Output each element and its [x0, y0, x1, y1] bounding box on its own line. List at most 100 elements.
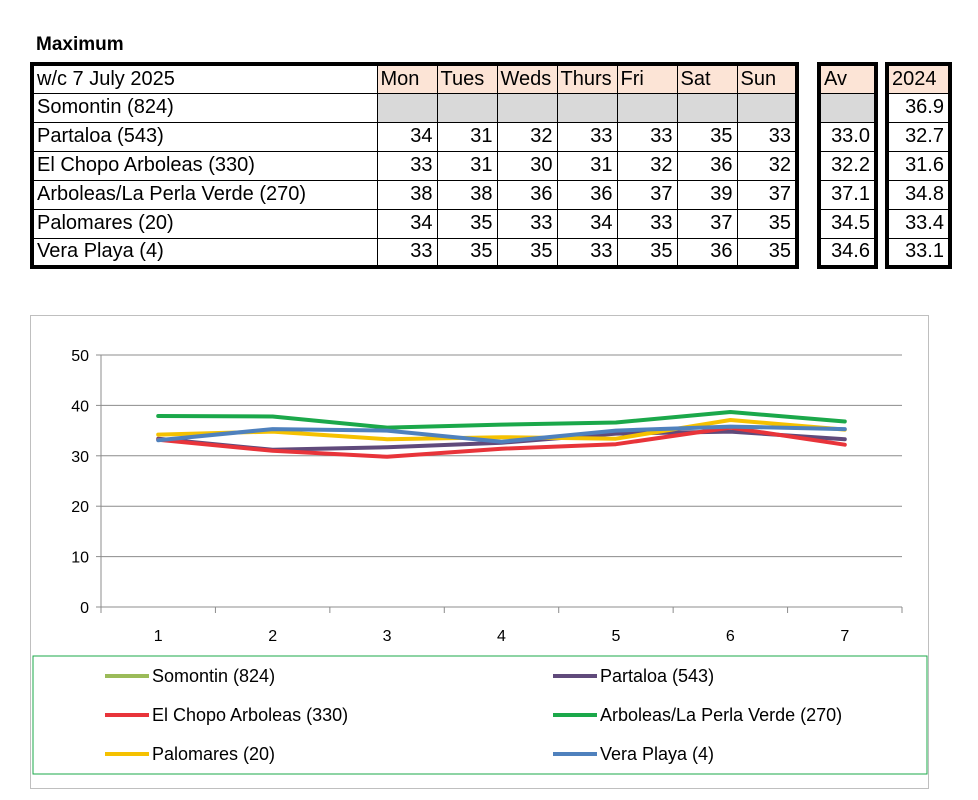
day-value: 35: [736, 208, 798, 239]
day-value: [676, 92, 738, 123]
day-value: 35: [496, 237, 558, 268]
day-value: 31: [556, 150, 618, 181]
table-row: Somontin (824): [31, 92, 798, 123]
x-tick-label: 1: [154, 628, 163, 645]
day-value: [616, 92, 678, 123]
day-value: 34: [376, 208, 438, 239]
day-value: 33: [556, 237, 618, 268]
day-value: 33: [376, 237, 438, 268]
legend-label: Partaloa (543): [600, 666, 714, 686]
legend-label: Palomares (20): [152, 744, 275, 764]
day-value: 32: [496, 121, 558, 152]
table-header-row: w/c 7 July 2025 Mon Tues Weds Thurs Fri Sat Sun: [31, 63, 798, 94]
x-tick-label: 2: [268, 628, 277, 645]
average-value: 32.2: [818, 150, 877, 181]
average-value: 34.6: [818, 237, 877, 268]
x-tick-label: 7: [840, 628, 849, 645]
day-value: 33: [616, 121, 678, 152]
legend: [32, 655, 928, 775]
day-value: 38: [436, 179, 498, 210]
x-tick-label: 5: [611, 628, 620, 645]
table-row: Palomares (20) 34 35 33 34 33 37 35: [31, 208, 798, 239]
station-name: Partaloa (543): [31, 121, 378, 152]
y-tick-label: 0: [80, 600, 89, 617]
day-value: 35: [736, 237, 798, 268]
day-value: 34: [376, 121, 438, 152]
year-2024-value: 31.6: [886, 150, 951, 181]
day-value: 33: [496, 208, 558, 239]
station-name: Vera Playa (4): [31, 237, 378, 268]
day-value: 32: [736, 150, 798, 181]
day-header: Sun: [736, 63, 798, 94]
table-row: El Chopo Arboleas (330) 33 31 30 31 32 36 32: [31, 150, 798, 181]
day-value: 30: [496, 150, 558, 181]
average-value: 33.0: [818, 121, 877, 152]
day-value: 39: [676, 179, 738, 210]
average-header: Av: [818, 63, 877, 94]
day-value: 36: [556, 179, 618, 210]
y-tick-label: 40: [71, 398, 89, 415]
day-header: Weds: [496, 63, 558, 94]
day-value: [376, 92, 438, 123]
year-2024-value: 34.8: [886, 179, 951, 210]
year-2024-value: 33.4: [886, 208, 951, 239]
day-value: 33: [556, 121, 618, 152]
x-tick-label: 6: [726, 628, 735, 645]
day-value: 33: [736, 121, 798, 152]
day-header: Tues: [436, 63, 498, 94]
station-name: Arboleas/La Perla Verde (270): [31, 179, 378, 210]
average-value: 34.5: [818, 208, 877, 239]
legend-label: Arboleas/La Perla Verde (270): [600, 705, 842, 725]
day-value: [496, 92, 558, 123]
day-value: [436, 92, 498, 123]
year-2024-value: 32.7: [886, 121, 951, 152]
year-header: 2024: [886, 63, 951, 94]
day-value: 35: [676, 121, 738, 152]
y-tick-label: 20: [71, 499, 89, 516]
series-line: [156, 418, 847, 442]
day-header: Thurs: [556, 63, 618, 94]
legend-label: El Chopo Arboleas (330): [152, 705, 348, 725]
line-chart: 0 10 20 30 40 50 1 2 3 4 5 6 7 Somontin (824) Partaloa…: [30, 315, 929, 789]
average-table: Av 33.0 32.2 37.1 34.5 34.6: [817, 62, 878, 269]
station-name: El Chopo Arboleas (330): [31, 150, 378, 181]
y-tick-label: 50: [71, 348, 89, 365]
day-header: Sat: [676, 63, 738, 94]
temperature-table: w/c 7 July 2025 Mon Tues Weds Thurs Fri Sat Sun…: [30, 62, 799, 269]
day-value: 37: [736, 179, 798, 210]
day-value: 37: [676, 208, 738, 239]
day-value: 35: [616, 237, 678, 268]
day-value: 37: [616, 179, 678, 210]
page-title: Maximum: [36, 34, 124, 55]
year-2024-table: 2024 36.9 32.7 31.6 34.8 33.4 33.1: [885, 62, 952, 269]
day-value: 36: [496, 179, 558, 210]
day-value: 36: [676, 237, 738, 268]
table-row: Partaloa (543) 34 31 32 33 33 35 33: [31, 121, 798, 152]
day-header: Fri: [616, 63, 678, 94]
day-value: 31: [436, 121, 498, 152]
day-value: 33: [616, 208, 678, 239]
day-header: Mon: [376, 63, 438, 94]
table-row: Arboleas/La Perla Verde (270) 38 38 36 36 37 3…: [31, 179, 798, 210]
week-label: w/c 7 July 2025: [31, 63, 378, 94]
series-line: [156, 424, 847, 444]
day-value: 35: [436, 208, 498, 239]
y-tick-label: 30: [71, 449, 89, 466]
x-tick-label: 3: [383, 628, 392, 645]
average-value: 37.1: [818, 179, 877, 210]
day-value: 34: [556, 208, 618, 239]
year-2024-value: 33.1: [886, 237, 951, 268]
day-value: 35: [436, 237, 498, 268]
year-2024-value: 36.9: [886, 92, 951, 123]
day-value: [556, 92, 618, 123]
legend-label: Vera Playa (4): [600, 744, 714, 764]
legend-label: Somontin (824): [152, 666, 275, 686]
x-tick-label: 4: [497, 628, 506, 645]
day-value: 31: [436, 150, 498, 181]
day-value: 38: [376, 179, 438, 210]
day-value: 36: [676, 150, 738, 181]
station-name: Palomares (20): [31, 208, 378, 239]
day-value: 32: [616, 150, 678, 181]
average-value: [818, 92, 877, 123]
table-row: Vera Playa (4) 33 35 35 33 35 36 35: [31, 237, 798, 268]
